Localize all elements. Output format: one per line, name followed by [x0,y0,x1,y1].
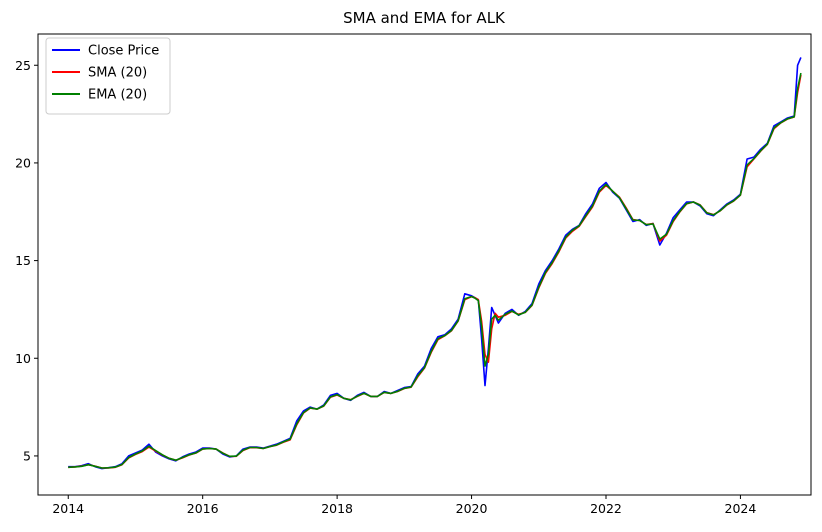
legend-label: EMA (20) [88,88,147,103]
x-tick-label: 2022 [590,501,622,516]
legend-label: SMA (20) [88,66,147,81]
y-tick-label: 25 [15,58,31,73]
x-tick-label: 2020 [456,501,488,516]
plot-frame [37,33,812,496]
series-line-ema-20 [68,72,802,469]
y-axis: 5 10 15 20 25 [15,58,38,463]
chart-title: SMA and EMA for ALK [343,9,506,27]
legend-label: Close Price [88,44,159,59]
x-tick-label: 2024 [725,501,757,516]
y-tick-label: 15 [15,253,31,268]
series-lines [68,57,802,470]
x-tick-label: 2014 [52,501,84,516]
x-axis: 2014 2016 2018 2020 2022 2024 [52,495,756,516]
x-tick-label: 2016 [187,501,219,516]
x-tick-label: 2018 [321,501,353,516]
y-tick-label: 10 [15,351,31,366]
y-tick-label: 5 [23,448,31,463]
y-tick-label: 20 [15,155,31,170]
legend: Close Price SMA (20) EMA (20) [45,37,171,115]
